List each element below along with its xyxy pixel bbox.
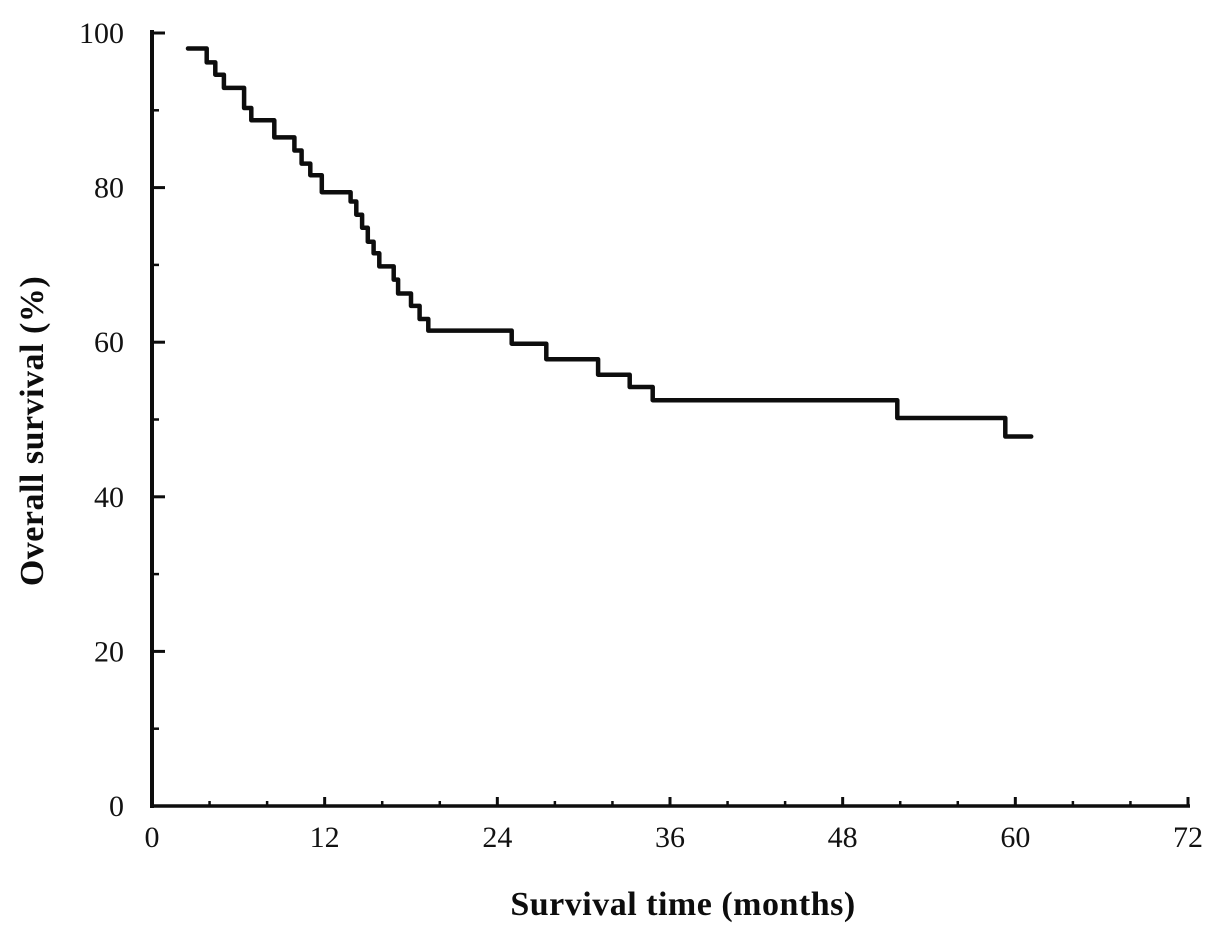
y-tick-label: 20 [94,635,124,668]
x-tick-label: 36 [655,821,685,854]
y-axis-title: Overall survival (%) [14,275,51,587]
tick-label-layer: 0 12 24 36 48 60 72 0 20 40 60 80 100 [79,17,1203,854]
y-tick-label: 60 [94,326,124,359]
tick-layer [150,31,1190,808]
y-tick-label: 40 [94,481,124,514]
y-tick-label: 100 [79,17,124,50]
x-tick-label: 12 [310,821,340,854]
x-axis-title: Survival time (months) [510,886,856,923]
x-tick-label: 0 [145,821,160,854]
y-tick-label: 0 [109,790,124,823]
x-tick-label: 60 [1000,821,1030,854]
curve-layer [185,46,1034,439]
x-tick-label: 48 [828,821,858,854]
y-tick-label: 80 [94,172,124,205]
axes-layer [150,30,1190,808]
survival-curve [185,46,1034,439]
x-tick-label: 72 [1173,821,1203,854]
x-tick-label: 24 [482,821,512,854]
